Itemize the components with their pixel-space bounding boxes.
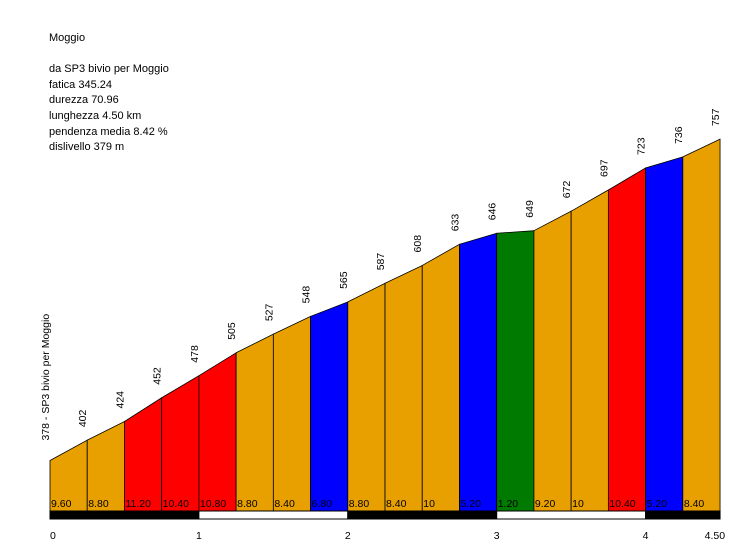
climb-info: Moggio da SP3 bivio per Moggio fatica 34… xyxy=(49,31,169,156)
elevation-label: 424 xyxy=(114,391,126,409)
gradient-label: 5.20 xyxy=(647,498,668,510)
gradient-label: 8.40 xyxy=(274,498,295,510)
elevation-label: 649 xyxy=(524,200,536,218)
elevation-label: 633 xyxy=(449,214,461,232)
gradient-label: 8.80 xyxy=(88,498,109,510)
distance-scale-segment xyxy=(496,510,647,520)
gradient-label: 11.20 xyxy=(125,498,151,510)
gradient-label: 1.20 xyxy=(498,498,519,510)
elevation-label: 672 xyxy=(561,181,573,199)
x-tick-label: 2 xyxy=(345,530,351,542)
gradient-label: 10.80 xyxy=(200,498,226,510)
profile-segment xyxy=(310,301,349,512)
elevation-label: 548 xyxy=(301,286,313,304)
profile-segment xyxy=(235,333,274,512)
climb-fatica: fatica 345.24 xyxy=(49,78,112,91)
x-tick-label: 0 xyxy=(50,530,56,542)
elevation-label: 723 xyxy=(636,137,648,155)
gradient-label: 9.20 xyxy=(535,498,556,510)
distance-scale-segment xyxy=(49,510,200,520)
profile-segment xyxy=(347,282,386,512)
distance-scale-segment xyxy=(347,510,498,520)
elevation-label: 565 xyxy=(338,271,350,289)
elevation-label: 452 xyxy=(152,367,164,385)
climb-name: Moggio xyxy=(49,32,86,44)
gradient-label: 8.80 xyxy=(237,498,258,510)
gradient-label: 5.20 xyxy=(460,498,481,510)
elevation-label: 587 xyxy=(375,253,387,271)
profile-segment xyxy=(682,138,721,512)
x-tick-label: 4 xyxy=(643,530,649,542)
profile-segment xyxy=(198,352,237,512)
profile-segment xyxy=(645,156,684,512)
profile-segment xyxy=(161,374,200,512)
distance-scale-segment xyxy=(198,510,349,520)
gradient-label: 10.40 xyxy=(163,498,189,510)
elevation-label: 402 xyxy=(77,409,89,427)
elevation-label: 646 xyxy=(487,203,499,221)
elevation-label: 478 xyxy=(189,345,201,363)
elevation-label: 527 xyxy=(263,303,275,321)
gradient-label: 8.80 xyxy=(349,498,370,510)
climb-dislivello: dislivello 379 m xyxy=(49,141,125,154)
profile-segment xyxy=(496,230,535,512)
profile-segment xyxy=(607,167,646,512)
elevation-label: 505 xyxy=(226,322,238,340)
climb-lunghezza: lunghezza 4.50 km xyxy=(49,109,142,122)
x-tick-label: 3 xyxy=(494,530,500,542)
elevation-label: 736 xyxy=(673,126,685,144)
gradient-label: 10 xyxy=(423,498,435,510)
climb-pendenza: pendenza media 8.42 % xyxy=(49,125,168,138)
profile-segment xyxy=(124,397,163,512)
distance-scale-segment xyxy=(645,510,721,520)
elevation-label: 757 xyxy=(710,108,722,126)
gradient-label: 8.40 xyxy=(684,498,705,510)
climb-durezza: durezza 70.96 xyxy=(49,94,119,107)
start-elevation-label: 378 - SP3 bivio per Moggio xyxy=(40,314,52,441)
elevation-label: 608 xyxy=(412,235,424,253)
x-tick-label: 1 xyxy=(196,530,202,542)
climb-route: da SP3 bivio per Moggio xyxy=(49,63,169,76)
gradient-label: 9.60 xyxy=(51,498,72,510)
gradient-label: 10 xyxy=(572,498,584,510)
profile-segment xyxy=(384,264,423,512)
x-tick-label: 4.50 xyxy=(705,530,726,542)
profile-segment xyxy=(421,243,460,512)
profile-segment xyxy=(533,210,572,512)
profile-segment xyxy=(272,315,311,512)
gradient-label: 10.40 xyxy=(609,498,635,510)
elevation-label: 697 xyxy=(598,159,610,177)
profile-segment xyxy=(459,232,498,512)
profile-segment xyxy=(570,189,609,512)
gradient-label: 6.80 xyxy=(312,498,333,510)
gradient-label: 8.40 xyxy=(386,498,407,510)
